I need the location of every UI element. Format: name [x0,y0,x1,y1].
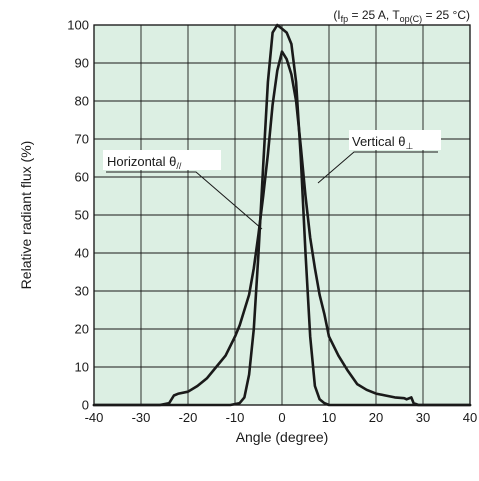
y-tick-label-7: 70 [75,132,89,147]
y-tick-label-9: 90 [75,56,89,71]
y-tick-label-5: 50 [75,208,89,223]
annotation-vertical-label: Vertical θ⊥ [352,134,413,151]
annotation-horizontal-label: Horizontal θ// [107,154,182,171]
conditions-label: (Ifp = 25 A, Top(C) = 25 °C) [333,8,470,24]
x-tick-label-2: -20 [179,410,198,425]
x-axis-label: Angle (degree) [236,429,329,445]
y-tick-label-10: 100 [67,18,89,33]
y-tick-label-6: 60 [75,170,89,185]
x-tick-label-6: 20 [369,410,383,425]
x-tick-label-0: -40 [85,410,104,425]
x-tick-label-3: -10 [226,410,245,425]
x-tick-label-4: 0 [278,410,285,425]
x-tick-label-5: 10 [322,410,336,425]
y-axis-label: Relative radiant flux (%) [18,141,34,290]
x-tick-label-7: 30 [416,410,430,425]
y-tick-label-3: 30 [75,284,89,299]
x-tick-label-8: 40 [463,410,477,425]
x-tick-label-1: -30 [132,410,151,425]
x-tick-labels: -40 -30 -20 -10 0 10 20 30 40 [85,410,478,425]
y-tick-label-2: 20 [75,322,89,337]
y-tick-label-8: 80 [75,94,89,109]
y-tick-label-4: 40 [75,246,89,261]
y-tick-label-1: 10 [75,360,89,375]
